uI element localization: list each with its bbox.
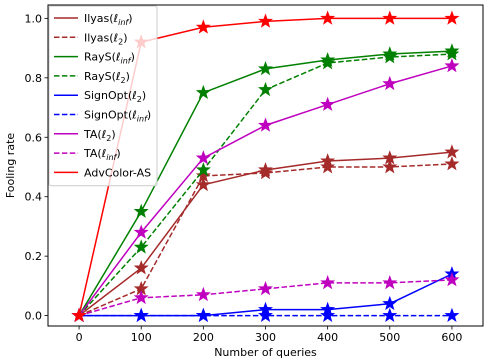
- y-tick-label: 0.0: [25, 310, 43, 323]
- y-tick-label: 0.6: [25, 131, 43, 144]
- data-point: [382, 49, 398, 64]
- data-point: [258, 280, 273, 296]
- data-point: [71, 307, 87, 322]
- x-tick-label: 500: [379, 331, 400, 344]
- data-point: [320, 96, 336, 111]
- y-tick-label: 0.4: [25, 191, 43, 204]
- data-point: [320, 55, 336, 70]
- x-tick-label: 100: [131, 331, 152, 344]
- y-tick-label: 0.2: [25, 250, 43, 263]
- data-point: [444, 307, 460, 322]
- data-point: [195, 162, 211, 177]
- x-axis-label: Number of queries: [214, 346, 317, 359]
- data-point: [195, 150, 211, 165]
- x-tick-label: 200: [193, 331, 214, 344]
- data-point: [444, 58, 460, 73]
- data-point: [320, 307, 336, 322]
- data-point: [258, 13, 273, 28]
- data-point: [133, 203, 149, 218]
- data-point: [320, 275, 336, 290]
- data-point: [258, 165, 273, 180]
- legend-entry-label: Ilyas(ℓinf): [84, 12, 133, 27]
- data-point: [382, 295, 398, 311]
- legend-entry-label: TA(ℓinf): [83, 147, 121, 162]
- data-point: [320, 159, 336, 174]
- data-point: [258, 61, 273, 76]
- data-point: [133, 289, 149, 305]
- data-point: [258, 307, 273, 322]
- legend-box: [48, 5, 158, 187]
- data-point: [258, 81, 273, 97]
- legend-entry-label: TA(ℓ2): [83, 128, 116, 143]
- y-axis-label: Fooling rate: [4, 133, 17, 199]
- x-tick-label: 400: [317, 331, 338, 344]
- data-point: [258, 117, 273, 132]
- series-1: [71, 156, 460, 322]
- data-point: [133, 224, 149, 239]
- data-point: [444, 156, 460, 171]
- data-point: [195, 176, 211, 192]
- x-tick-label: 300: [255, 331, 276, 344]
- legend-entry-label: SignOpt(ℓ2): [84, 89, 146, 104]
- x-tick-label: 0: [76, 331, 83, 344]
- legend-entry-label: SignOpt(ℓinf): [84, 109, 151, 124]
- y-tick-label: 1.0: [25, 12, 43, 25]
- data-point: [382, 75, 398, 91]
- data-point: [133, 307, 149, 322]
- data-point: [382, 10, 398, 25]
- x-tick-label: 600: [441, 331, 462, 344]
- data-point: [444, 10, 460, 25]
- data-point: [195, 168, 211, 183]
- data-point: [444, 46, 460, 61]
- axes-layer: 0 100 200 300 400 500 600 0.0 0.2 0.4 0.6 0.8 1.0: [25, 12, 463, 344]
- series-layer: [71, 10, 460, 322]
- legend-entry-label: Ilyas(ℓ2): [84, 31, 128, 46]
- data-point: [195, 286, 211, 302]
- data-point: [195, 84, 211, 100]
- y-tick-label: 0.8: [25, 72, 43, 85]
- data-point: [195, 19, 211, 34]
- legend-entry-label: AdvColor-AS: [84, 166, 151, 179]
- data-point: [382, 159, 398, 174]
- data-point: [444, 272, 460, 287]
- data-point: [133, 239, 149, 254]
- legend: Ilyas(ℓinf) Ilyas(ℓ2) RayS(ℓinf) RayS(ℓ2) Si…: [48, 5, 158, 187]
- legend-entry-label: RayS(ℓinf): [84, 51, 135, 66]
- data-point: [133, 260, 149, 275]
- data-point: [444, 144, 460, 159]
- data-point: [382, 307, 398, 322]
- data-point: [320, 10, 336, 25]
- data-point: [195, 307, 211, 322]
- data-point: [382, 275, 398, 290]
- series-7: [71, 272, 460, 322]
- legend-entry-label: RayS(ℓ2): [84, 70, 130, 85]
